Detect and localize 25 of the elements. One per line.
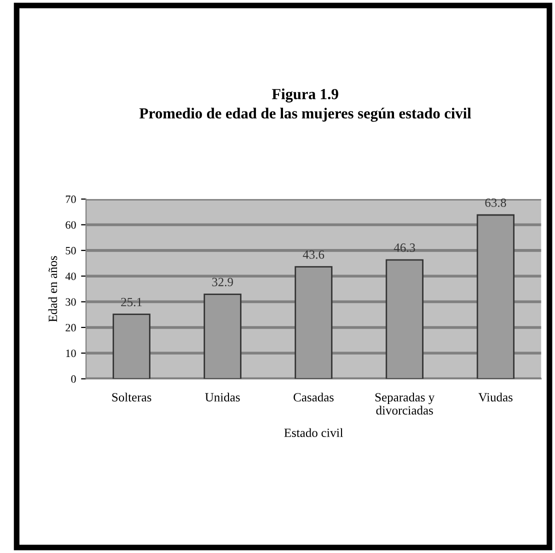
x-axis-title: Estado civil [284, 428, 344, 438]
bar [386, 259, 424, 379]
data-label: 32.9 [212, 278, 233, 286]
y-tick-label: 10 [66, 350, 76, 358]
data-label: 46.3 [394, 243, 416, 252]
x-tick-label: Viudas [478, 392, 512, 402]
bar [204, 294, 242, 379]
x-tick-label: Solteras [112, 392, 152, 402]
bar [476, 214, 515, 379]
bar [294, 266, 332, 379]
data-label: 63.8 [485, 198, 506, 207]
data-label: 43.6 [302, 250, 324, 259]
x-tick-label: Separadas y divorciadas [375, 392, 435, 415]
y-tick-label: 0 [71, 375, 76, 383]
y-tick-label: 30 [66, 298, 76, 306]
y-tick-label: 20 [66, 324, 76, 332]
y-tick-label: 60 [66, 221, 76, 229]
y-axis-title: Edad en años [48, 256, 58, 322]
y-tick-label: 50 [66, 246, 76, 254]
x-tick-label: Casadas [294, 392, 334, 402]
chart-title: Figura 1.9 Promedio de edad de las mujeres según estado civil [139, 88, 472, 122]
y-tick-label: 40 [65, 272, 76, 280]
x-tick-label: Unidas [205, 392, 240, 402]
bar [112, 314, 150, 379]
y-tick-label: 70 [66, 196, 76, 204]
